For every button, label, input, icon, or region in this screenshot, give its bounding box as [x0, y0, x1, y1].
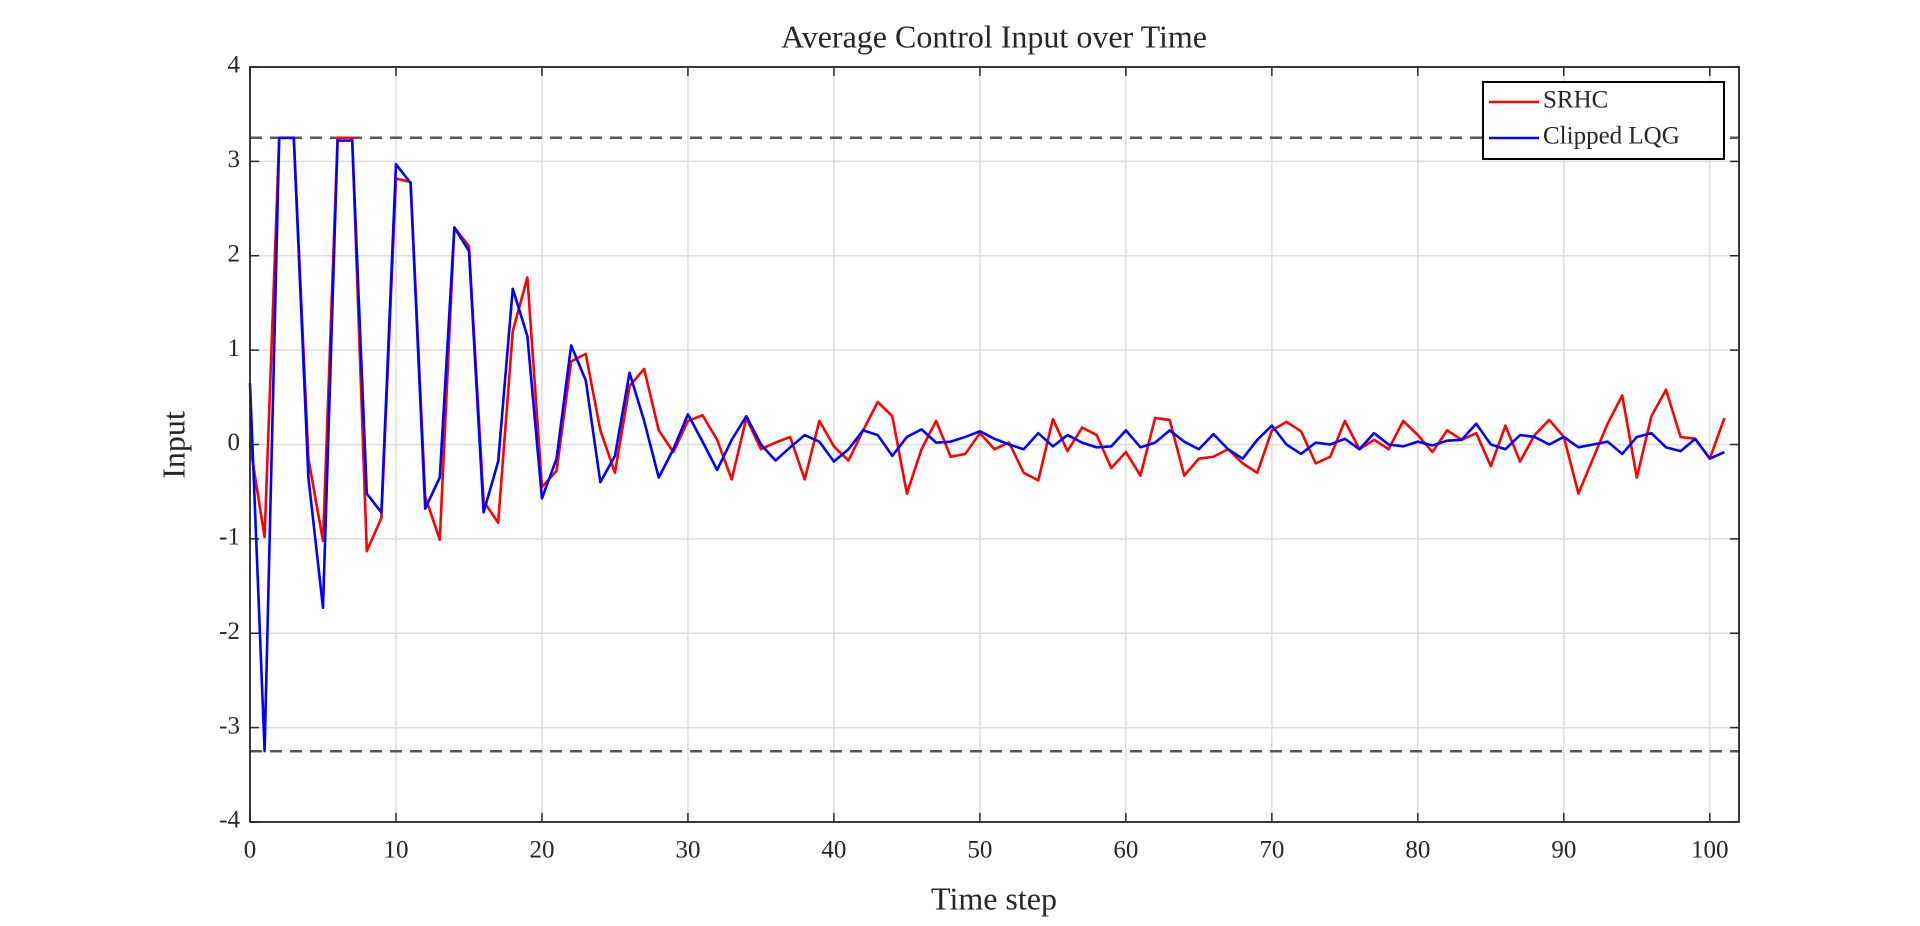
- legend-label: SRHC: [1543, 87, 1608, 114]
- legend-label: Clipped LQG: [1543, 123, 1680, 150]
- y-tick-label: -3: [219, 712, 240, 739]
- x-tick-label: 20: [529, 837, 554, 864]
- x-tick-label: 100: [1691, 837, 1729, 864]
- y-tick-label: 3: [228, 146, 241, 173]
- y-tick-label: 4: [228, 52, 241, 79]
- x-tick-label: 60: [1113, 837, 1138, 864]
- chart-title: Average Control Input over Time: [781, 18, 1207, 54]
- legend-box: [1482, 81, 1725, 160]
- x-tick-label: 80: [1405, 837, 1430, 864]
- x-tick-label: 70: [1259, 837, 1284, 864]
- x-tick-label: 10: [383, 837, 408, 864]
- x-tick-label: 0: [244, 837, 257, 864]
- x-tick-label: 40: [821, 837, 846, 864]
- y-tick-label: 1: [228, 335, 241, 362]
- series-line: [248, 136, 1726, 553]
- x-axis-label: Time step: [931, 880, 1057, 916]
- y-tick-label: -1: [219, 524, 240, 551]
- y-tick-label: 2: [228, 240, 241, 267]
- x-tick-label: 50: [967, 837, 992, 864]
- x-tick-label: 90: [1551, 837, 1576, 864]
- x-tick-label: 30: [675, 837, 700, 864]
- axes-box: [249, 66, 1740, 823]
- y-axis-label: Input: [155, 411, 191, 479]
- y-tick-label: 0: [228, 429, 241, 456]
- y-tick-label: -2: [219, 618, 240, 645]
- series-line: [248, 136, 1725, 753]
- y-tick-label: -4: [219, 807, 240, 834]
